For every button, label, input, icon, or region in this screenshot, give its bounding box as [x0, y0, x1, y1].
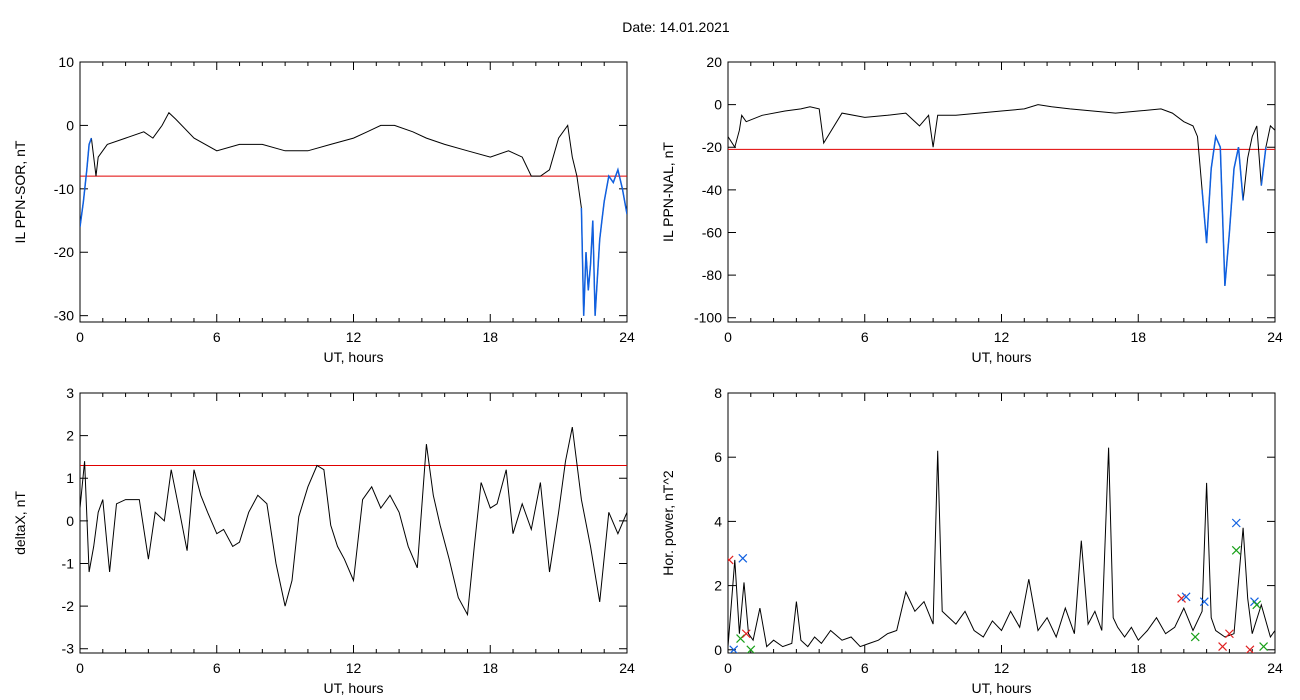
- x-tick-label: 0: [724, 329, 732, 345]
- plot-frame: [727, 392, 1276, 654]
- y-tick-label: -3: [62, 641, 75, 657]
- y-tick-label: -80: [702, 267, 722, 283]
- marker-blue: [729, 645, 739, 653]
- y-tick-label: 2: [66, 428, 74, 444]
- x-tick-label: 24: [619, 660, 635, 676]
- marker-blue: [1231, 518, 1241, 528]
- x-tick-label: 18: [1130, 329, 1146, 345]
- x-tick-label: 12: [994, 660, 1010, 676]
- y-tick-label: 6: [714, 449, 722, 465]
- marker-green: [1231, 545, 1241, 555]
- x-tick-label: 18: [482, 660, 498, 676]
- x-tick-label: 6: [861, 329, 869, 345]
- y-tick-label: -60: [702, 224, 722, 240]
- series-line: [80, 427, 627, 617]
- y-tick-label: -40: [702, 182, 722, 198]
- x-tick-label: 12: [994, 329, 1010, 345]
- x-axis-label: UT, hours: [324, 680, 384, 696]
- plot-frame: [727, 61, 1276, 323]
- y-tick-label: -10: [54, 181, 74, 197]
- marker-blue: [738, 553, 748, 563]
- marker-green: [1252, 600, 1262, 610]
- x-tick-label: 12: [346, 660, 362, 676]
- y-tick-label: -2: [62, 598, 75, 614]
- marker-red: [1224, 629, 1234, 639]
- x-axis-label: UT, hours: [972, 349, 1032, 365]
- x-tick-label: 18: [1130, 660, 1146, 676]
- y-axis-label: deltaX, nT: [12, 491, 28, 555]
- plot-area: [728, 447, 1275, 653]
- y-tick-label: 0: [66, 513, 74, 529]
- series-line: [80, 111, 627, 316]
- x-tick-label: 6: [213, 329, 221, 345]
- x-tick-label: 0: [76, 329, 84, 345]
- highlight-segment: [580, 167, 627, 316]
- marker-red: [1218, 642, 1228, 652]
- y-tick-label: 10: [58, 54, 74, 70]
- x-tick-label: 6: [861, 660, 869, 676]
- y-axis-label: IL PPN-NAL, nT: [660, 142, 676, 242]
- x-tick-label: 24: [1267, 329, 1283, 345]
- x-tick-label: 6: [213, 660, 221, 676]
- y-tick-label: -20: [702, 139, 722, 155]
- y-tick-label: 20: [706, 54, 722, 70]
- x-tick-label: 18: [482, 329, 498, 345]
- chart-panel-2: 0 6 12 18 24 20 0 -20 -40 -60 -80 -100 UT, hours IL P…: [660, 54, 1283, 365]
- plot-area: [728, 104, 1275, 286]
- x-tick-label: 12: [346, 329, 362, 345]
- y-tick-label: -100: [694, 310, 722, 326]
- highlight-segment: [1201, 133, 1244, 286]
- plot-area: [80, 427, 627, 617]
- x-axis-label: UT, hours: [972, 680, 1032, 696]
- marker-green: [1259, 642, 1269, 652]
- chart-panel-4: 0 6 12 18 24 8 6 4 2 0 UT, hours Hor. power, nT^2: [660, 385, 1283, 696]
- y-tick-label: -20: [54, 244, 74, 260]
- series-line: [728, 104, 1275, 286]
- y-tick-label: 1: [66, 470, 74, 486]
- marker-red: [728, 555, 734, 565]
- highlight-segment: [1260, 147, 1267, 186]
- chart-panel-3: 0 6 12 18 24 3 2 1 0 -1 -2 -3 UT, hours deltaX, nT: [12, 385, 635, 696]
- y-tick-label: 0: [714, 97, 722, 113]
- y-tick-label: 2: [714, 578, 722, 594]
- y-tick-label: 4: [714, 513, 722, 529]
- marker-blue: [1181, 592, 1191, 602]
- marker-green: [1190, 632, 1200, 642]
- y-tick-label: -30: [54, 308, 74, 324]
- y-axis-label: Hor. power, nT^2: [660, 470, 676, 576]
- marker-red: [1245, 645, 1255, 653]
- marker-green: [736, 634, 745, 643]
- y-tick-label: 8: [714, 385, 722, 401]
- y-axis-label: IL PPN-SOR, nT: [12, 140, 28, 243]
- series-line: [728, 447, 1275, 648]
- plot-frame: [79, 61, 628, 323]
- plot-area: [80, 111, 627, 316]
- x-axis-label: UT, hours: [324, 349, 384, 365]
- chart-panel-1: 0 6 12 18 24 10 0 -10 -20 -30 UT, hours IL PPN-SOR,…: [12, 54, 635, 365]
- date-label: Date: 14.01.2021: [622, 19, 730, 35]
- x-tick-label: 24: [619, 329, 635, 345]
- x-tick-label: 24: [1267, 660, 1283, 676]
- y-tick-label: -1: [62, 555, 75, 571]
- marker-blue: [1199, 597, 1209, 607]
- marker-green: [746, 645, 756, 653]
- marker-red: [741, 629, 751, 639]
- y-tick-label: 0: [66, 117, 74, 133]
- y-tick-label: 3: [66, 385, 74, 401]
- highlight-segment: [80, 137, 93, 227]
- y-tick-label: 0: [714, 642, 722, 658]
- x-tick-label: 0: [724, 660, 732, 676]
- x-tick-label: 0: [76, 660, 84, 676]
